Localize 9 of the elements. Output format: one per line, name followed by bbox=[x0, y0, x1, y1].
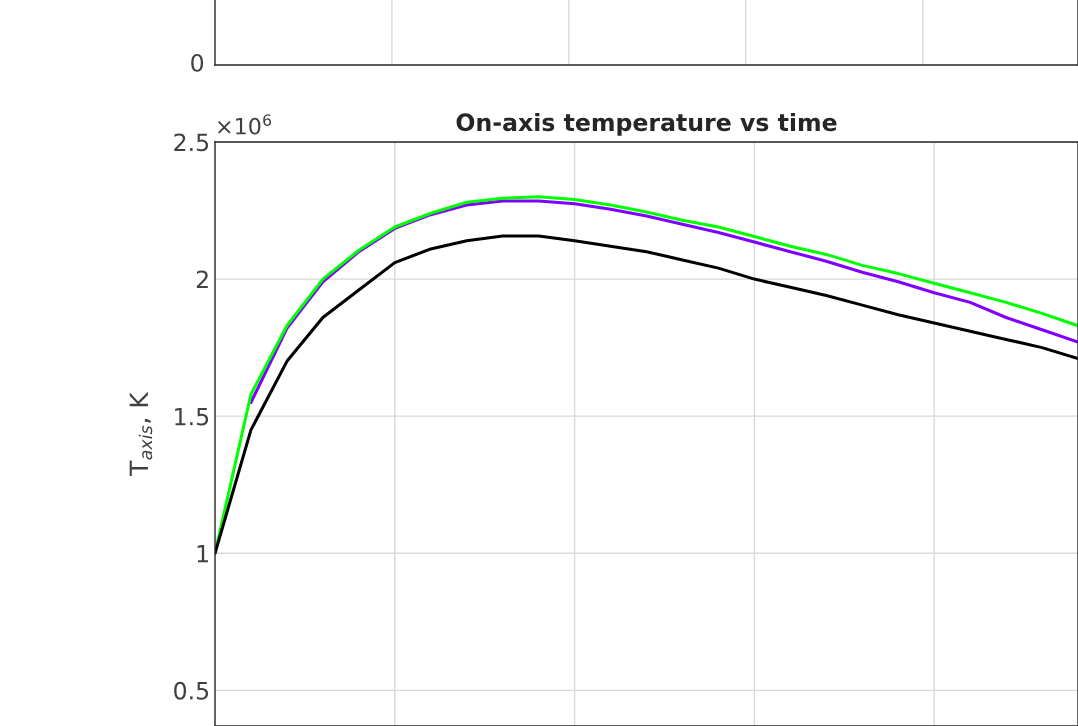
y-tick-label: 2 bbox=[196, 270, 208, 289]
text: 0 bbox=[191, 53, 204, 72]
chart-title: On-axis temperature vs time bbox=[456, 112, 837, 136]
y-axis-title: T$_{axis}$, K bbox=[129, 391, 153, 476]
y-tick-label: 1 bbox=[197, 545, 208, 563]
y-tick-label: 0.5 bbox=[174, 681, 209, 700]
y-tick-label: 1.5 bbox=[175, 407, 209, 426]
y-tick-label: 2.5 bbox=[174, 133, 209, 152]
text: ×10$^{6}$ bbox=[218, 114, 272, 135]
